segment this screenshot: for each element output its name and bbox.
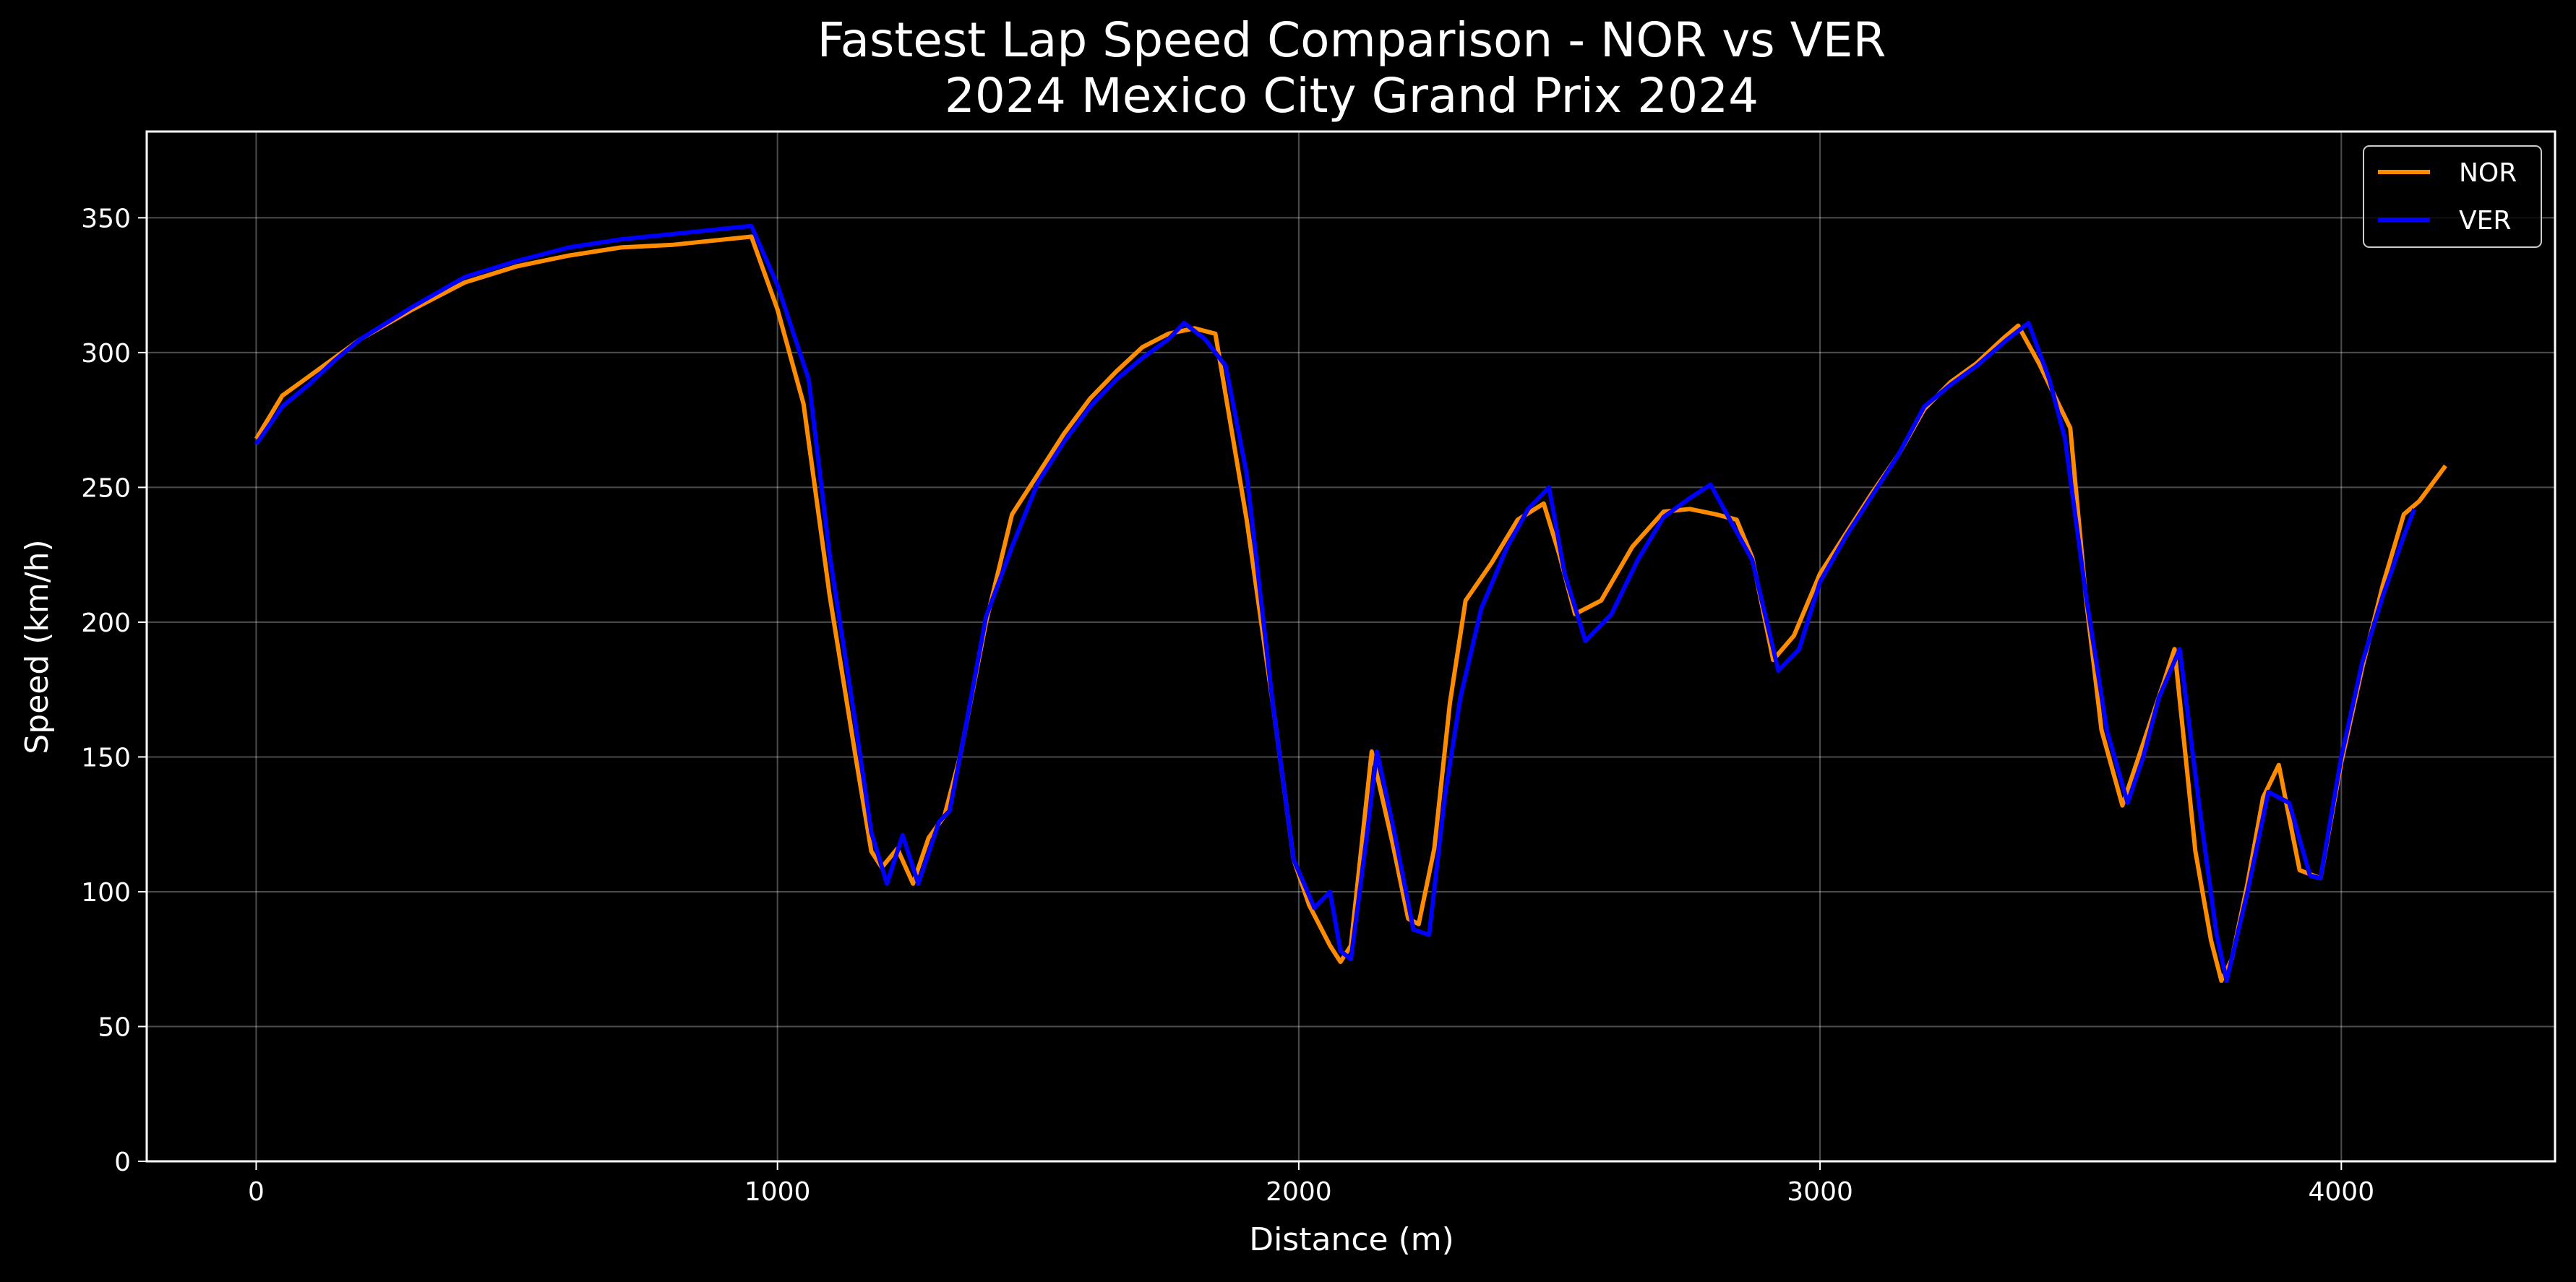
y-tick-label: 150 xyxy=(81,743,131,773)
y-tick-label: 200 xyxy=(81,608,131,638)
x-tick-label: 0 xyxy=(248,1177,265,1207)
x-tick-label: 1000 xyxy=(744,1177,811,1207)
series-line-nor xyxy=(254,234,2447,984)
x-tick-label: 3000 xyxy=(1787,1177,1853,1207)
x-tick-label: 2000 xyxy=(1266,1177,1332,1207)
x-tick-label: 4000 xyxy=(2308,1177,2374,1207)
legend-label-ver: VER xyxy=(2459,206,2511,236)
legend: NOR VER xyxy=(2363,145,2542,248)
x-axis: 0 1000 2000 3000 4000 xyxy=(248,1161,2374,1207)
y-axis-label: Speed (km/h) xyxy=(19,539,56,754)
y-axis: 0 50 100 150 200 250 300 350 xyxy=(81,204,147,1177)
chart-subtitle: 2024 Mexico City Grand Prix 2024 xyxy=(945,68,1759,124)
plot-area xyxy=(254,223,2447,984)
chart-title: Fastest Lap Speed Comparison - NOR vs VE… xyxy=(817,12,1886,68)
plot-frame xyxy=(145,130,2556,1163)
legend-label-nor: NOR xyxy=(2459,158,2517,188)
y-tick-label: 100 xyxy=(81,878,131,908)
series-line-ver xyxy=(254,223,2417,984)
y-tick-label: 350 xyxy=(81,204,131,233)
y-tick-label: 50 xyxy=(98,1012,131,1042)
x-axis-label: Distance (m) xyxy=(1249,1221,1454,1258)
y-tick-label: 250 xyxy=(81,473,131,503)
y-tick-label: 0 xyxy=(114,1148,131,1177)
y-tick-label: 300 xyxy=(81,339,131,369)
